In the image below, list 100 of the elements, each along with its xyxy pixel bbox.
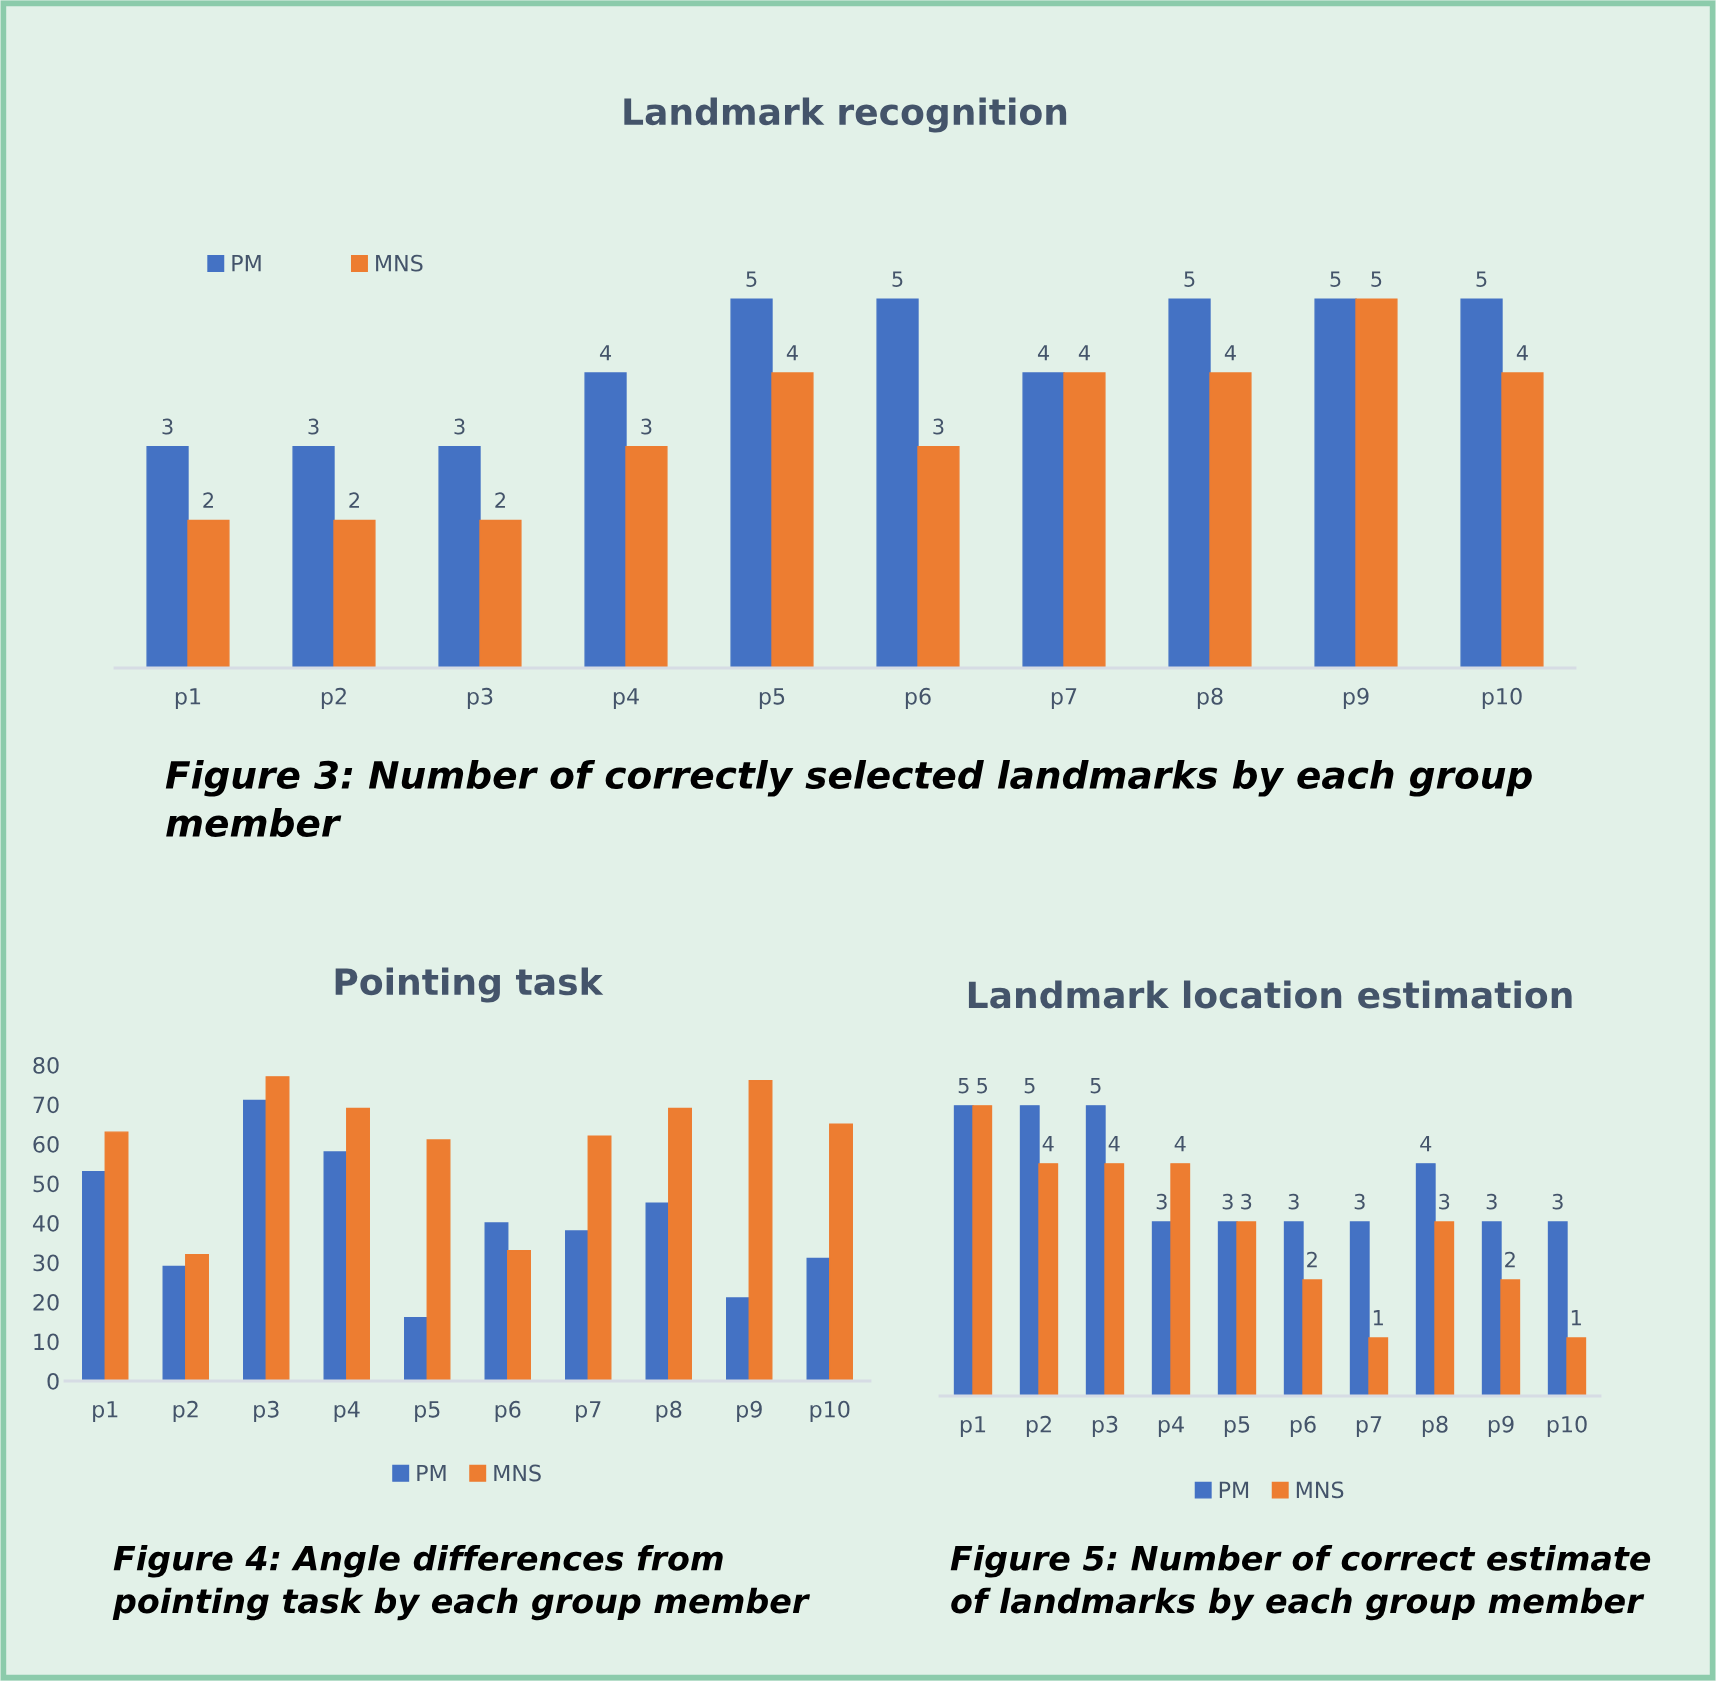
data-label: 4	[1516, 345, 1528, 361]
y-tick-label: 50	[33, 1175, 59, 1193]
data-label: 3	[454, 418, 465, 435]
x-tick-label: p2	[1026, 1415, 1051, 1437]
data-label: 3	[1552, 1193, 1563, 1210]
bar	[146, 446, 189, 668]
x-tick-label: p8	[656, 1400, 682, 1422]
bar	[346, 1107, 370, 1381]
data-label: 3	[641, 418, 652, 435]
x-tick-label: p10	[810, 1400, 850, 1422]
data-label: 4	[1174, 1136, 1186, 1152]
data-label: 5	[1024, 1077, 1035, 1094]
y-tick-label: 30	[33, 1254, 59, 1272]
bar	[507, 1249, 531, 1381]
caption: Figure 3: Number of correctly selected landmarks by each group member	[165, 760, 1532, 838]
data-label: 3	[1439, 1193, 1450, 1210]
bar	[1434, 1221, 1455, 1396]
legend-label: MNS	[1296, 1481, 1344, 1499]
legend-label: PM	[1219, 1481, 1249, 1498]
bar	[876, 298, 919, 668]
bar	[1151, 1221, 1172, 1396]
bar	[1460, 298, 1503, 668]
bar	[972, 1105, 993, 1396]
x-tick-label: p3	[254, 1400, 279, 1422]
bar	[1038, 1163, 1059, 1396]
bar	[1170, 1163, 1191, 1396]
bar	[565, 1230, 589, 1381]
bar	[917, 446, 960, 668]
chart-title: Landmark recognition	[624, 97, 1067, 133]
data-label: 5	[1330, 271, 1341, 287]
x-tick-label: p9	[737, 1400, 762, 1422]
data-label: 5	[892, 271, 903, 287]
x-tick-label: p1	[960, 1416, 986, 1437]
bar	[1022, 372, 1065, 668]
bar	[1355, 298, 1398, 668]
bar	[1019, 1105, 1040, 1396]
x-tick-label: p3	[1092, 1415, 1118, 1437]
y-tick-label: 80	[33, 1056, 59, 1074]
x-tick-label: p2	[321, 687, 346, 709]
data-label: 3	[1222, 1193, 1233, 1210]
bar	[162, 1265, 187, 1381]
bar	[1217, 1221, 1238, 1396]
bar	[323, 1151, 348, 1381]
x-tick-label: p6	[495, 1400, 521, 1422]
bar	[953, 1105, 974, 1396]
bar	[1236, 1221, 1257, 1396]
x-tick-label: p5	[1224, 1416, 1250, 1437]
x-tick-label: p3	[467, 687, 493, 709]
y-tick-label: 60	[33, 1135, 59, 1153]
data-label: 3	[1241, 1193, 1252, 1210]
bar	[265, 1076, 290, 1381]
x-tick-label: p4	[613, 688, 639, 709]
data-label: 3	[1354, 1193, 1365, 1210]
bar	[587, 1135, 612, 1381]
chart-title: Pointing task	[335, 967, 604, 1003]
y-tick-label: 70	[33, 1096, 59, 1114]
bar	[484, 1222, 509, 1381]
legend-label: MNS	[376, 254, 423, 272]
bar	[1063, 372, 1106, 668]
data-label: 4	[1078, 345, 1090, 361]
bar	[1349, 1221, 1370, 1396]
x-tick-label: p6	[905, 687, 931, 709]
x-tick-label: p7	[576, 1401, 601, 1422]
data-label: 5	[746, 271, 757, 287]
x-tick-label: p9	[1343, 687, 1369, 709]
data-label: 3	[1288, 1193, 1299, 1210]
bar	[1314, 298, 1357, 668]
legend-label: PM	[232, 255, 261, 272]
data-label: 2	[203, 492, 213, 508]
data-label: 4	[599, 345, 612, 361]
bar	[333, 519, 376, 668]
y-tick-label: 0	[47, 1372, 59, 1390]
bar	[1302, 1279, 1323, 1396]
bar	[1283, 1221, 1304, 1396]
caption: Figure 5: Number of correct estimate of landmarks by each group member	[950, 1545, 1651, 1621]
bar	[1547, 1221, 1568, 1396]
data-label: 4	[1108, 1136, 1120, 1152]
legend-label: MNS	[494, 1464, 541, 1482]
data-label: 5	[1090, 1077, 1101, 1094]
bar	[1168, 298, 1211, 668]
bar	[1368, 1337, 1389, 1396]
bar	[748, 1080, 773, 1381]
data-label: 4	[1420, 1136, 1432, 1152]
data-label: 3	[933, 418, 944, 435]
chart-title: Landmark location estimation	[968, 980, 1572, 1009]
x-tick-label: p7	[1356, 1416, 1382, 1437]
legend-label: PM	[417, 1464, 446, 1482]
data-label: 5	[977, 1077, 988, 1094]
x-tick-label: p1	[93, 1401, 118, 1422]
data-label: 5	[1371, 271, 1382, 287]
data-label: 3	[162, 418, 173, 435]
bar	[584, 372, 627, 668]
bar	[668, 1107, 692, 1381]
x-tick-label: p10	[1547, 1415, 1587, 1437]
data-label: 3	[1486, 1193, 1497, 1210]
bar	[1104, 1163, 1125, 1396]
bar	[292, 446, 335, 668]
data-label: 5	[1476, 271, 1487, 287]
bar	[404, 1317, 428, 1381]
bar	[1566, 1337, 1587, 1396]
